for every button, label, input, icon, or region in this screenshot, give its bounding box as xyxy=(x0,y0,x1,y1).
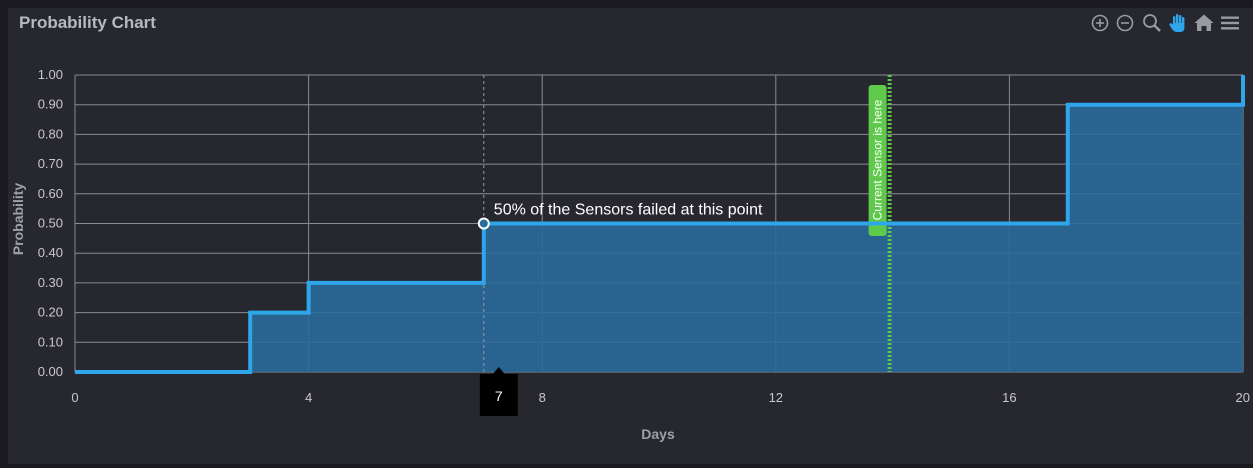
x-axis-ticks: 0 4 8 12 16 20 xyxy=(71,390,1250,405)
x-axis-title: Days xyxy=(641,426,675,442)
y-tick-label: 0.90 xyxy=(38,97,63,112)
x-tick-label: 20 xyxy=(1236,390,1250,405)
pan-hand-icon[interactable] xyxy=(1167,12,1189,34)
x-tick-label: 0 xyxy=(71,390,78,405)
y-tick-label: 0.70 xyxy=(38,156,63,171)
crosshair-tooltip-box xyxy=(479,374,518,416)
y-tick-label: 0.00 xyxy=(38,364,63,379)
y-tick-label: 0.30 xyxy=(38,275,63,290)
home-reset-icon[interactable] xyxy=(1193,12,1215,34)
y-tick-label: 0.20 xyxy=(38,305,63,320)
x-tick-label: 12 xyxy=(769,390,783,405)
y-tick-label: 0.40 xyxy=(38,245,63,260)
annotation-point-label: 50% of the Sensors failed at this point xyxy=(494,202,763,219)
x-tick-label: 16 xyxy=(1002,390,1016,405)
current-sensor-label: Current Sensor is here xyxy=(871,99,885,220)
annotation-point-marker[interactable] xyxy=(477,217,490,230)
zoom-out-icon[interactable] xyxy=(1114,12,1136,34)
crosshair-tooltip-label: 7 xyxy=(495,388,503,404)
y-axis-title: Probability xyxy=(10,183,26,256)
y-axis-ticks: 0.00 0.10 0.20 0.30 0.40 0.50 0.60 0.70 0.80 0.90… xyxy=(38,67,63,379)
chart-title: Probability Chart xyxy=(19,13,156,32)
crosshair-x-tooltip: 7 xyxy=(479,367,518,416)
annotations: 50% of the Sensors failed at this point xyxy=(477,202,763,230)
menu-icon[interactable] xyxy=(1219,12,1241,34)
y-tick-label: 0.80 xyxy=(38,126,63,141)
y-tick-label: 0.10 xyxy=(38,334,63,349)
magnifier-icon[interactable] xyxy=(1141,12,1163,34)
y-tick-label: 1.00 xyxy=(38,67,63,82)
x-tick-label: 4 xyxy=(305,390,312,405)
y-tick-label: 0.50 xyxy=(38,216,63,231)
crosshair-tooltip-arrow xyxy=(492,367,505,374)
zoom-in-icon[interactable] xyxy=(1089,12,1111,34)
current-sensor-label-box xyxy=(868,85,887,236)
series-line[interactable] xyxy=(75,75,1245,374)
y-tick-label: 0.60 xyxy=(38,186,63,201)
x-tick-label: 8 xyxy=(539,390,546,405)
